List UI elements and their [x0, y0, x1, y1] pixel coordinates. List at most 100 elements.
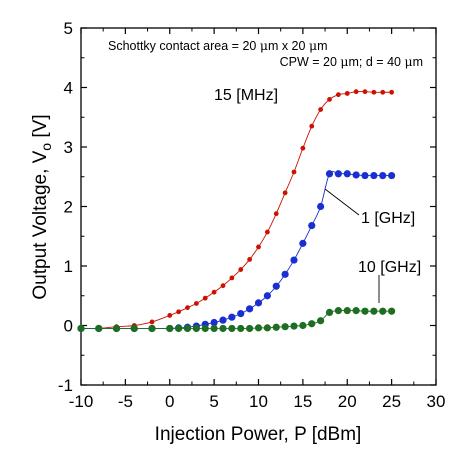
- data-point: [176, 309, 182, 315]
- annotation-cpw-part1: CPW = 20: [280, 55, 341, 69]
- annotation-cpw-mu2: μ: [404, 54, 412, 69]
- data-point: [246, 305, 254, 313]
- data-point: [238, 267, 244, 272]
- data-point: [192, 324, 200, 333]
- annotation-contact-area-mu1: μ: [260, 38, 268, 53]
- data-point: [308, 221, 316, 230]
- data-point: [183, 324, 192, 333]
- data-point: [149, 319, 155, 325]
- data-point: [388, 307, 396, 315]
- data-point: [95, 324, 103, 333]
- x-tick-label: 20: [338, 392, 357, 411]
- data-point: [335, 92, 341, 98]
- x-tick-label: 15: [293, 392, 312, 411]
- data-point: [175, 324, 183, 333]
- data-point: [388, 171, 396, 180]
- annotation-contact-area-part3: m: [317, 39, 327, 53]
- y-tick-label: 0: [64, 317, 73, 336]
- annotation-contact-area: Schottky contact area = 20 μm x 20 μm: [108, 38, 328, 53]
- y-tick-label: 3: [64, 138, 73, 157]
- y-tick-label: 2: [64, 198, 73, 217]
- series-layer: [77, 89, 396, 333]
- data-point: [228, 313, 236, 321]
- y-axis-title-subscript: o: [38, 143, 54, 151]
- data-point: [130, 324, 138, 333]
- data-point: [112, 324, 121, 333]
- data-point: [352, 307, 360, 315]
- data-point: [264, 229, 270, 235]
- data-point: [219, 324, 227, 333]
- data-point: [246, 324, 254, 333]
- series-line: [80, 91, 392, 330]
- data-point: [254, 324, 263, 332]
- data-point: [379, 307, 387, 315]
- x-tick-label: -10: [69, 392, 94, 411]
- data-point: [379, 171, 387, 180]
- annotation-contact-area-part2: m x 20: [268, 39, 309, 53]
- data-point: [148, 324, 156, 333]
- data-point: [237, 324, 245, 333]
- data-point: [370, 307, 378, 315]
- data-point: [300, 145, 306, 151]
- data-point: [325, 170, 334, 178]
- data-point: [263, 292, 271, 300]
- series-label-1ghz: 1 [GHz]: [361, 210, 415, 227]
- data-point: [254, 299, 263, 307]
- data-point: [353, 89, 359, 95]
- data-point: [210, 324, 218, 333]
- data-point: [220, 283, 226, 289]
- data-point: [343, 307, 351, 315]
- data-point: [281, 270, 289, 278]
- x-tick-label: 5: [209, 392, 218, 411]
- x-tick-labels: -10 -5 0 5 10 15 20 25 30: [69, 392, 446, 411]
- data-point: [380, 89, 386, 95]
- y-tick-label: 1: [64, 257, 73, 276]
- data-point: [228, 324, 236, 333]
- y-tick-label: -1: [58, 376, 73, 395]
- data-point: [202, 295, 208, 301]
- data-point: [371, 89, 377, 95]
- x-tick-label: 10: [249, 392, 268, 411]
- data-point: [352, 171, 360, 179]
- data-point: [309, 123, 315, 129]
- annotation-contact-area-part1: Schottky contact area = 20: [108, 39, 260, 53]
- series-label-15mhz: 15 [MHz]: [214, 87, 278, 104]
- data-point: [308, 320, 316, 328]
- data-point: [344, 91, 350, 96]
- data-point: [318, 107, 324, 112]
- x-tick-label: -5: [118, 392, 133, 411]
- data-point: [272, 282, 280, 290]
- data-point: [219, 316, 227, 324]
- data-point: [247, 257, 253, 262]
- annotation-cpw: CPW = 20 μm; d = 40 μm: [280, 54, 423, 69]
- data-point: [361, 307, 369, 315]
- series-label-10ghz: 10 [GHz]: [358, 259, 421, 276]
- axis-ticks: [80, 27, 437, 386]
- y-tick-label: 4: [64, 79, 73, 98]
- data-point: [325, 308, 334, 317]
- x-axis-title: Injection Power, P [dBm]: [155, 424, 362, 445]
- data-point: [201, 324, 209, 333]
- annotation-cpw-part2: m; d = 40: [349, 55, 405, 69]
- data-point: [166, 324, 174, 333]
- data-point: [211, 289, 217, 295]
- data-point: [317, 202, 325, 211]
- data-point: [317, 317, 325, 325]
- data-point: [281, 323, 289, 331]
- data-point: [210, 318, 218, 327]
- data-point: [370, 171, 378, 180]
- data-point: [167, 312, 173, 318]
- data-point: [334, 170, 342, 178]
- data-point: [291, 169, 297, 175]
- data-point: [272, 323, 280, 331]
- data-point: [389, 89, 395, 95]
- data-point: [256, 244, 261, 250]
- annotation-cpw-mu1: μ: [340, 54, 348, 69]
- data-point: [273, 211, 279, 217]
- data-point: [327, 97, 332, 102]
- data-point: [362, 89, 368, 95]
- data-point: [361, 171, 369, 180]
- y-axis-title: Output Voltage, Vo [V]: [30, 114, 54, 299]
- data-point: [77, 324, 85, 333]
